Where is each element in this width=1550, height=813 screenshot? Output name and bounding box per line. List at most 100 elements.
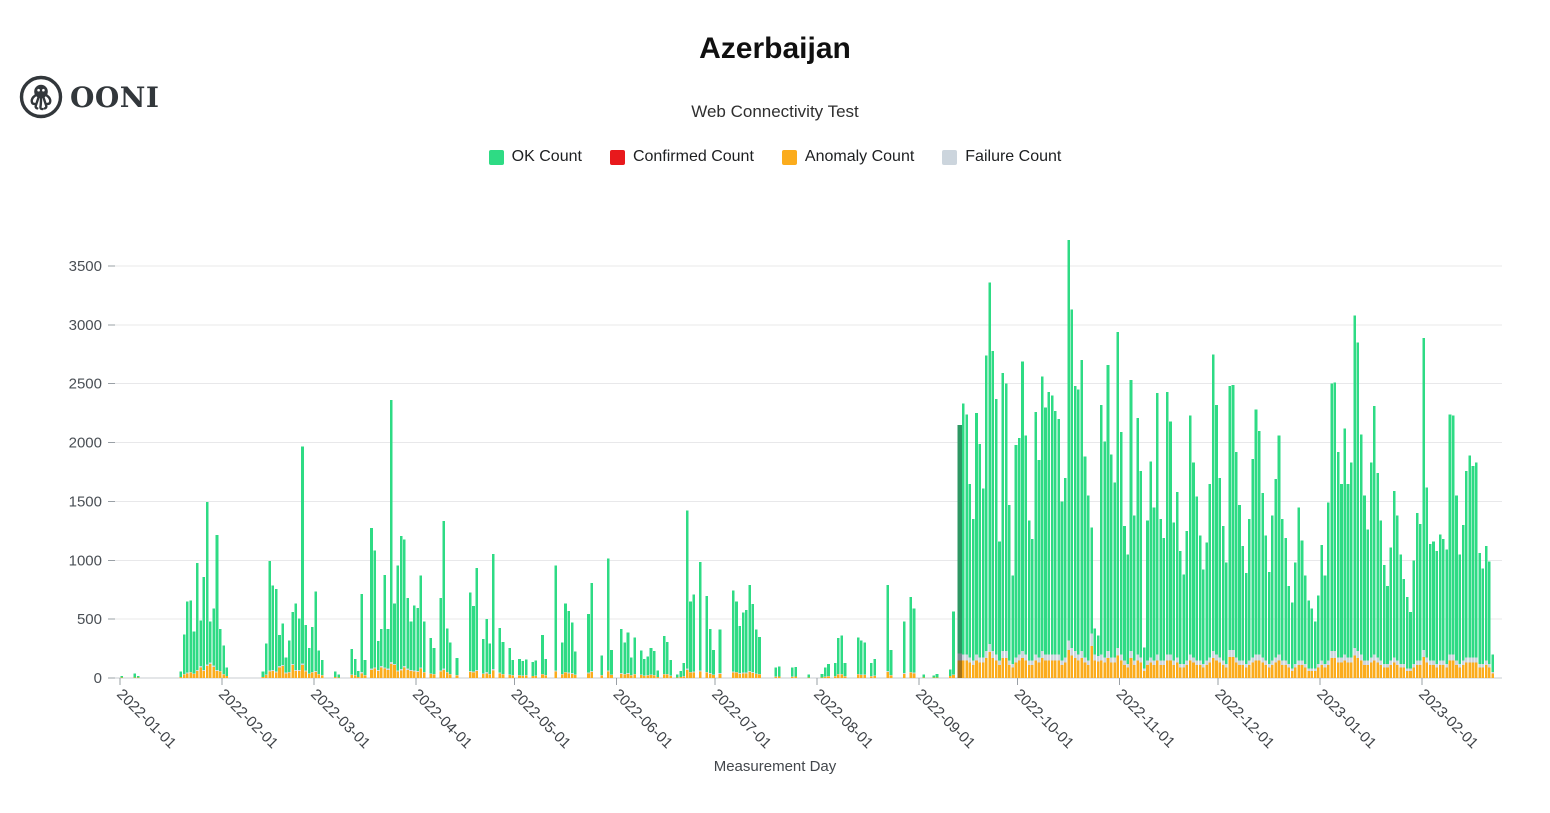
bar-day[interactable]	[1428, 543, 1432, 678]
bar-day[interactable]	[975, 413, 978, 678]
bar-day[interactable]	[962, 403, 965, 678]
bar-day[interactable]	[189, 600, 192, 678]
bar-day[interactable]	[1090, 527, 1093, 678]
bar-day[interactable]	[1396, 515, 1399, 678]
bar-day[interactable]	[218, 629, 222, 678]
bar-day[interactable]	[360, 593, 363, 678]
bar-day[interactable]	[1294, 562, 1297, 678]
bar-day[interactable]	[998, 541, 1001, 678]
bar-day[interactable]	[311, 626, 314, 678]
bar-day[interactable]	[935, 674, 939, 678]
bar-day[interactable]	[1136, 417, 1139, 678]
bar-day[interactable]	[1146, 520, 1149, 678]
bar-day[interactable]	[1251, 459, 1254, 678]
bar-day[interactable]	[491, 553, 495, 678]
bar-day[interactable]	[541, 635, 544, 678]
bar-day[interactable]	[1468, 455, 1471, 678]
bar-day[interactable]	[1070, 309, 1074, 678]
bar-day[interactable]	[307, 647, 311, 678]
bar-day[interactable]	[965, 414, 968, 678]
bar-day[interactable]	[639, 650, 643, 678]
bar-day[interactable]	[902, 621, 906, 678]
bar-day[interactable]	[314, 591, 317, 678]
bar-day[interactable]	[274, 589, 278, 678]
bar-day[interactable]	[948, 669, 952, 678]
bar-day[interactable]	[620, 629, 623, 678]
bar-day[interactable]	[1133, 515, 1136, 678]
bar-day[interactable]	[1359, 434, 1363, 678]
bar-day[interactable]	[1004, 383, 1008, 678]
bar-day[interactable]	[288, 640, 291, 678]
bar-day[interactable]	[1455, 495, 1458, 678]
bar-day[interactable]	[1310, 608, 1314, 678]
bar-day[interactable]	[1271, 515, 1274, 678]
bar-day[interactable]	[1027, 520, 1031, 678]
bar-day[interactable]	[1484, 546, 1488, 678]
bar-day[interactable]	[873, 658, 876, 678]
legend-item-anomaly-count[interactable]: Anomaly Count	[781, 148, 914, 166]
bar-day[interactable]	[751, 604, 755, 678]
bar-day[interactable]	[1037, 460, 1041, 678]
bar-day[interactable]	[186, 601, 189, 678]
bar-day[interactable]	[731, 590, 735, 678]
bar-day[interactable]	[1320, 544, 1324, 678]
bar-day[interactable]	[199, 620, 202, 678]
bar-day[interactable]	[406, 597, 409, 678]
bar-day[interactable]	[136, 675, 140, 678]
bar-day[interactable]	[1011, 575, 1014, 678]
bar-day[interactable]	[1438, 534, 1442, 678]
bar-day[interactable]	[284, 657, 288, 678]
bar-day[interactable]	[662, 636, 666, 678]
bar-day[interactable]	[212, 608, 216, 678]
bar-day[interactable]	[1067, 240, 1070, 678]
bar-day[interactable]	[554, 565, 557, 678]
bar-day[interactable]	[1481, 568, 1485, 678]
bar-day[interactable]	[741, 612, 745, 678]
bar-day[interactable]	[1386, 586, 1389, 678]
bar-day[interactable]	[419, 575, 423, 678]
bar-day[interactable]	[1198, 535, 1202, 678]
bar-day[interactable]	[1050, 395, 1054, 678]
bar-day[interactable]	[1083, 456, 1087, 678]
bar-day[interactable]	[225, 667, 229, 678]
bar-day[interactable]	[508, 647, 511, 678]
bar-day[interactable]	[1336, 451, 1340, 678]
bar-day[interactable]	[449, 642, 452, 678]
bar-day[interactable]	[1142, 647, 1146, 678]
bar-day[interactable]	[1126, 554, 1130, 678]
bar-day[interactable]	[610, 649, 613, 678]
bar-day[interactable]	[1346, 483, 1350, 678]
bar-day[interactable]	[656, 670, 659, 678]
bar-day[interactable]	[1280, 519, 1284, 678]
bar-day[interactable]	[712, 649, 715, 678]
bar-day[interactable]	[1274, 479, 1277, 678]
bar-day[interactable]	[777, 666, 781, 678]
bar-day[interactable]	[518, 659, 521, 678]
bar-day[interactable]	[268, 560, 271, 678]
bar-day[interactable]	[643, 658, 646, 678]
bar-day[interactable]	[1169, 421, 1172, 678]
bar-day[interactable]	[600, 655, 603, 678]
bar-day[interactable]	[705, 595, 709, 678]
bar-day[interactable]	[1353, 315, 1356, 678]
bar-day[interactable]	[1179, 550, 1182, 678]
bar-day[interactable]	[1225, 562, 1228, 678]
bar-day[interactable]	[1451, 415, 1455, 679]
bar-day[interactable]	[1435, 550, 1439, 678]
bar-day[interactable]	[1419, 523, 1422, 678]
bar-day[interactable]	[1379, 520, 1383, 678]
bar-day[interactable]	[1182, 574, 1185, 678]
bar-day[interactable]	[1165, 391, 1169, 678]
bar-day[interactable]	[735, 601, 738, 678]
bar-day[interactable]	[1093, 628, 1097, 678]
bar-day[interactable]	[1162, 537, 1166, 678]
bar-day[interactable]	[1014, 444, 1018, 678]
bar-day[interactable]	[1340, 483, 1343, 678]
bar-day[interactable]	[912, 608, 916, 678]
bar-day[interactable]	[1402, 579, 1406, 678]
bar-day[interactable]	[133, 673, 137, 678]
bar-day[interactable]	[1149, 461, 1153, 678]
bar-day[interactable]	[682, 662, 686, 678]
bar-day[interactable]	[587, 613, 590, 678]
bar-day[interactable]	[952, 611, 955, 678]
